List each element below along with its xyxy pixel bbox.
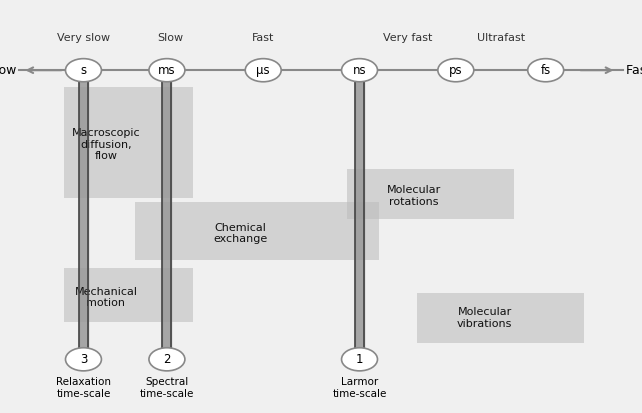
- FancyBboxPatch shape: [64, 87, 193, 198]
- Circle shape: [438, 59, 474, 82]
- Text: Spectral
time-scale: Spectral time-scale: [140, 377, 194, 399]
- Text: Chemical
exchange: Chemical exchange: [214, 223, 268, 244]
- Circle shape: [528, 59, 564, 82]
- Circle shape: [65, 59, 101, 82]
- Text: s: s: [80, 64, 87, 77]
- Text: Fast t: Fast t: [626, 64, 642, 77]
- Text: Slow: Slow: [0, 64, 16, 77]
- Text: Molecular
vibrations: Molecular vibrations: [457, 307, 512, 329]
- Text: Relaxation
time-scale: Relaxation time-scale: [56, 377, 111, 399]
- Text: ms: ms: [158, 64, 176, 77]
- Text: Molecular
rotations: Molecular rotations: [387, 185, 441, 207]
- Text: Ultrafast: Ultrafast: [477, 33, 525, 43]
- Text: Very fast: Very fast: [383, 33, 432, 43]
- Text: ns: ns: [352, 64, 367, 77]
- Circle shape: [65, 348, 101, 371]
- Text: Very slow: Very slow: [57, 33, 110, 43]
- Text: Mechanical
motion: Mechanical motion: [74, 287, 137, 308]
- Text: fs: fs: [541, 64, 551, 77]
- Circle shape: [342, 59, 377, 82]
- FancyBboxPatch shape: [347, 169, 514, 219]
- Text: Macroscopic
diffusion,
flow: Macroscopic diffusion, flow: [72, 128, 140, 161]
- FancyBboxPatch shape: [135, 202, 379, 260]
- Circle shape: [149, 59, 185, 82]
- FancyBboxPatch shape: [64, 268, 193, 322]
- Circle shape: [149, 348, 185, 371]
- Text: 2: 2: [163, 353, 171, 366]
- Circle shape: [245, 59, 281, 82]
- Text: Fast: Fast: [252, 33, 274, 43]
- Text: 3: 3: [80, 353, 87, 366]
- FancyBboxPatch shape: [417, 293, 584, 343]
- Text: Larmor
time-scale: Larmor time-scale: [333, 377, 386, 399]
- Text: 1: 1: [356, 353, 363, 366]
- Circle shape: [342, 348, 377, 371]
- Text: Slow: Slow: [157, 33, 183, 43]
- Text: ps: ps: [449, 64, 463, 77]
- Text: μs: μs: [256, 64, 270, 77]
